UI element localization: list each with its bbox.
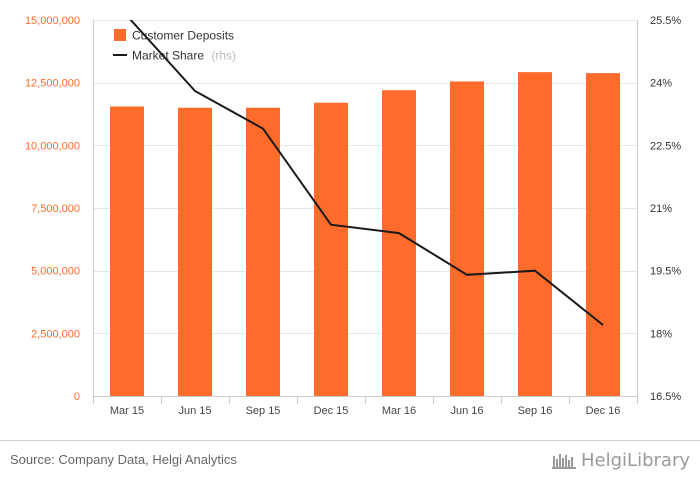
legend-label-deposits: Customer Deposits xyxy=(132,29,234,43)
bar xyxy=(246,107,280,396)
combo-chart: Mar 15 Jun 15 Sep 15 Dec 15 Mar 16 Jun 16 Sep … xyxy=(25,15,681,417)
x-tick-label: Sep 16 xyxy=(518,405,553,417)
bar xyxy=(178,107,212,396)
market-share-line xyxy=(129,20,604,326)
y-axis-left: 0 2,500,000 5,000,000 7,500,000 10,000,000 12… xyxy=(25,15,80,403)
bar xyxy=(382,90,416,396)
footer-divider xyxy=(0,440,700,441)
y-left-tick-label: 0 xyxy=(74,391,80,403)
y-left-tick-label: 7,500,000 xyxy=(31,203,80,215)
bar xyxy=(586,73,620,397)
y-right-tick-label: 18% xyxy=(650,328,672,340)
legend-label-market-share-suffix: (rhs) xyxy=(211,49,236,63)
source-note: Source: Company Data, Helgi Analytics xyxy=(10,452,237,467)
x-tick-label: Jun 15 xyxy=(178,405,211,417)
y-right-tick-label: 19.5% xyxy=(650,266,681,278)
y-right-tick-label: 21% xyxy=(650,203,672,215)
x-tick-label: Jun 16 xyxy=(450,405,483,417)
legend-swatch-deposits xyxy=(114,29,126,41)
y-left-tick-label: 2,500,000 xyxy=(31,328,80,340)
x-tick-label: Dec 15 xyxy=(314,405,349,417)
bar xyxy=(518,72,552,396)
bar xyxy=(314,102,348,396)
legend-label-market-share-name: Market Share xyxy=(132,49,204,63)
x-tick-label: Dec 16 xyxy=(586,405,621,417)
y-right-tick-label: 25.5% xyxy=(650,15,681,27)
bar xyxy=(450,81,484,396)
line-series xyxy=(129,20,604,326)
legend: Customer Deposits Market Share (rhs) xyxy=(113,29,236,63)
bar-series xyxy=(110,72,620,397)
library-icon xyxy=(552,454,577,469)
y-left-tick-label: 12,500,000 xyxy=(25,78,80,90)
x-axis: Mar 15 Jun 15 Sep 15 Dec 15 Mar 16 Jun 16 Sep … xyxy=(93,20,638,417)
x-tick-label: Sep 15 xyxy=(246,405,281,417)
y-axis-right: 16.5% 18% 19.5% 21% 22.5% 24% 25.5% xyxy=(650,15,681,403)
y-left-tick-label: 15,000,000 xyxy=(25,15,80,27)
y-right-tick-label: 22.5% xyxy=(650,140,681,152)
legend-label-market-share: Market Share (rhs) xyxy=(132,49,236,63)
y-right-tick-label: 24% xyxy=(650,78,672,90)
brand-name: HelgiLibrary xyxy=(581,449,690,471)
bar xyxy=(110,106,144,396)
y-right-tick-label: 16.5% xyxy=(650,391,681,403)
x-tick-label: Mar 15 xyxy=(110,405,144,417)
y-left-tick-label: 10,000,000 xyxy=(25,140,80,152)
brand-logo[interactable]: HelgiLibrary xyxy=(551,448,690,472)
y-left-tick-label: 5,000,000 xyxy=(31,266,80,278)
footer: Source: Company Data, Helgi Analytics He… xyxy=(0,440,700,483)
x-tick-label: Mar 16 xyxy=(382,405,416,417)
